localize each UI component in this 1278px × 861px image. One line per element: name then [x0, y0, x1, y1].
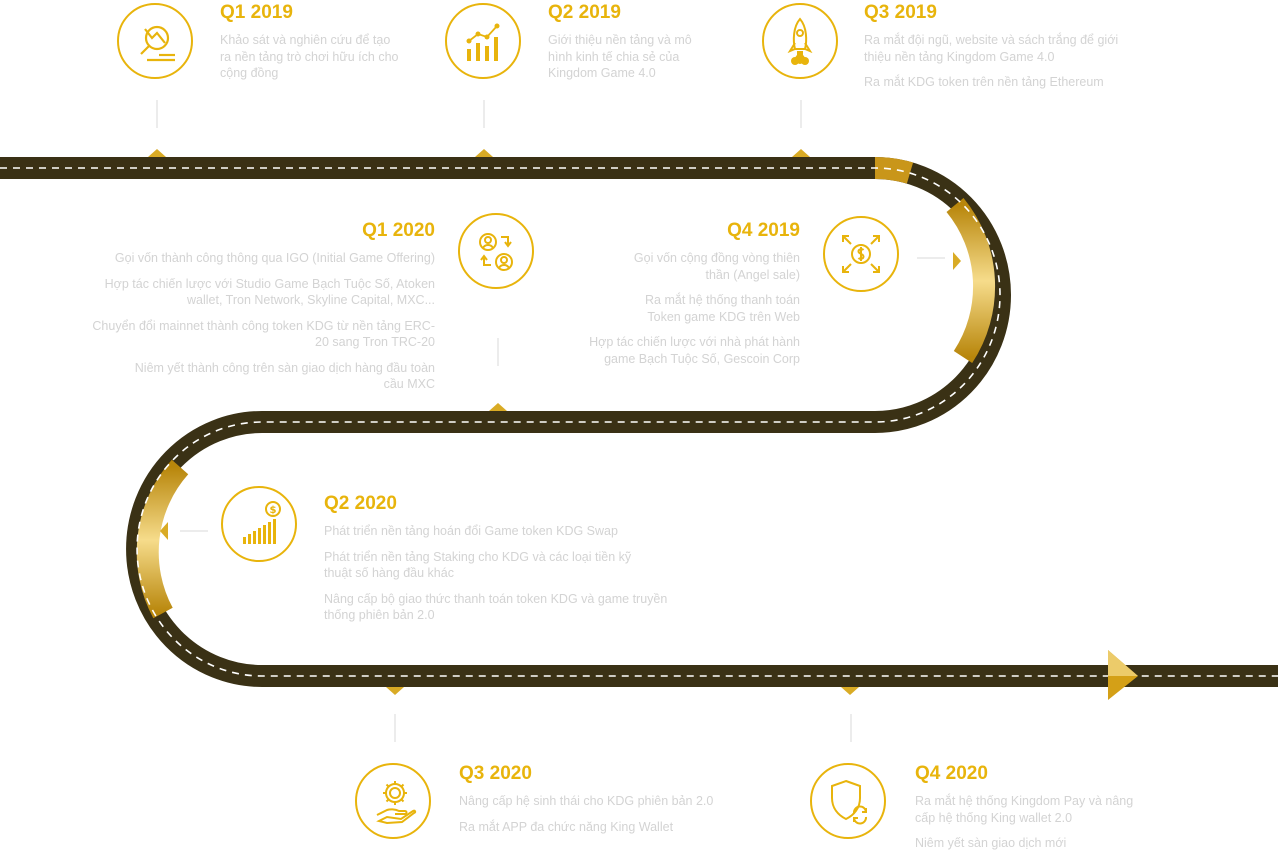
milestone-item: Ra mắt hệ thống thanh toán Token game KD… [645, 293, 800, 324]
milestone-q3-2019-icon-circle [762, 3, 838, 79]
connector [850, 714, 852, 742]
milestone-item: Niêm yết sàn giao dịch mới [915, 836, 1067, 850]
dollar-expand-icon [842, 235, 880, 273]
connector [156, 100, 158, 128]
milestone-title: Q1 2019 [220, 2, 293, 23]
milestone-item: Gọi vốn thành công thông qua IGO (Initia… [114, 251, 435, 265]
milestone-title: Q2 2019 [548, 2, 621, 23]
milestone-title: Q1 2020 [362, 220, 435, 241]
milestone-q1-2020-icon-circle [458, 213, 534, 289]
milestone-item: Ra mắt hệ thống Kingdom Pay và nâng cấp … [915, 794, 1134, 825]
milestone-q1-2019: Q1 2019 Khảo sát và nghiên cứu để tạo ra… [220, 2, 400, 91]
connector [180, 530, 208, 532]
milestone-q3-2020-icon-circle [355, 763, 431, 839]
milestone-item: Hợp tác chiến lược với nhà phát hành gam… [589, 335, 800, 366]
milestone-q1-2019-icon-circle [117, 3, 193, 79]
connector [917, 257, 945, 259]
milestone-item: Phát triển nền tảng Staking cho KDG và c… [324, 549, 632, 581]
milestone-q1-2020: Q1 2020 Gọi vốn thành công thông qua IGO… [70, 220, 435, 402]
milestone-title: Q4 2020 [915, 763, 988, 784]
connector [483, 100, 485, 128]
milestone-q2-2019: Q2 2019 Giới thiệu nền tảng và mô hình k… [548, 2, 700, 91]
coin-bar-chart-icon: $ [243, 501, 281, 544]
milestone-title: Q4 2019 [727, 220, 800, 241]
growth-chart-icon [466, 23, 500, 61]
milestone-item: Phát triển nền tảng hoán đổi Game token … [324, 524, 618, 538]
shield-refresh-icon [831, 779, 867, 825]
milestone-title: Q2 2020 [324, 493, 397, 514]
chart-magnifier-icon [140, 25, 175, 62]
milestone-q2-2019-icon-circle [445, 3, 521, 79]
milestone-q4-2020-icon-circle [810, 763, 886, 839]
milestone-item: Nâng cấp hệ sinh thái cho KDG phiên bản … [459, 794, 714, 808]
rocket-icon [787, 17, 813, 65]
connector [800, 100, 802, 128]
milestone-item: Nâng cấp bộ giao thức thanh toán token K… [324, 591, 668, 623]
milestone-item: Ra mắt KDG token trên nền tảng Ethereum [864, 75, 1104, 89]
milestone-q3-2019: Q3 2019 Ra mắt đội ngũ, website và sách … [864, 2, 1134, 100]
milestone-item: Khảo sát và nghiên cứu để tạo ra nền tản… [220, 33, 399, 80]
milestone-q2-2020-icon-circle: $ [221, 486, 297, 562]
connector [394, 714, 396, 742]
milestone-item: Hợp tác chiến lược với Studio Game Bạch … [104, 276, 435, 308]
user-exchange-icon [479, 233, 513, 271]
gear-hand-icon [376, 781, 417, 825]
milestone-q3-2020: Q3 2020 Nâng cấp hệ sinh thái cho KDG ph… [459, 763, 759, 844]
svg-text:$: $ [270, 505, 277, 516]
milestone-item: Gọi vốn cộng đồng vòng thiên thần (Angel… [633, 251, 800, 282]
milestone-item: Chuyển đổi mainnet thành công token KDG … [92, 318, 435, 350]
milestone-q4-2019-icon-circle [823, 216, 899, 292]
connector [497, 338, 499, 366]
milestone-title: Q3 2019 [864, 2, 937, 23]
milestone-item: Niêm yết thành công trên sàn giao dịch h… [134, 360, 435, 392]
milestone-q4-2019: Q4 2019 Gọi vốn cộng đồng vòng thiên thầ… [560, 220, 800, 376]
milestone-title: Q3 2020 [459, 763, 532, 784]
milestone-item: Giới thiệu nền tảng và mô hình kinh tế c… [548, 33, 692, 80]
milestone-item: Ra mắt đội ngũ, website và sách trắng để… [864, 33, 1119, 64]
milestone-q2-2020: Q2 2020 Phát triển nền tảng hoán đổi Gam… [324, 493, 669, 633]
milestone-q4-2020: Q4 2020 Ra mắt hệ thống Kingdom Pay và n… [915, 763, 1135, 861]
milestone-item: Ra mắt APP đa chức năng King Wallet [459, 819, 674, 834]
